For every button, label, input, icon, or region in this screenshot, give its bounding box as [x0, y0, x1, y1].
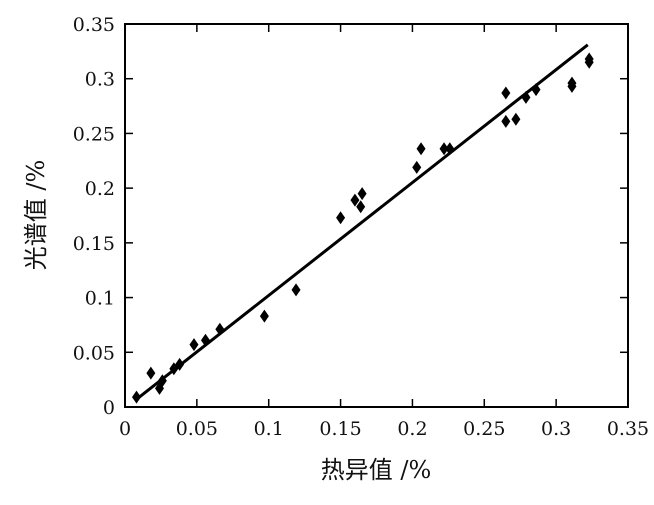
data-point: [501, 86, 511, 100]
data-points: [131, 52, 594, 404]
y-tick-label: 0.1: [85, 288, 115, 310]
data-point: [501, 114, 511, 128]
data-point: [521, 90, 531, 104]
x-tick-label: 0.3: [541, 418, 571, 440]
data-point: [131, 390, 141, 404]
data-point: [416, 142, 426, 156]
y-tick-label: 0.05: [73, 342, 115, 364]
data-point: [189, 338, 199, 352]
data-point: [357, 187, 367, 201]
plot-frame: [124, 23, 629, 408]
data-point: [291, 283, 301, 297]
data-point: [412, 160, 422, 174]
x-tick-label: 0.25: [463, 418, 505, 440]
data-point: [567, 79, 577, 93]
data-point: [445, 142, 455, 156]
x-tick-label: 0: [119, 418, 131, 440]
x-tick-labels: 0 0.05 0.1 0.15 0.2 0.25 0.3 0.35: [119, 418, 649, 440]
data-point: [356, 200, 366, 214]
data-point: [146, 366, 156, 380]
x-tick-label: 0.05: [176, 418, 218, 440]
data-point: [350, 193, 360, 207]
y-tick-label: 0.15: [73, 233, 115, 255]
data-point: [511, 112, 521, 126]
data-point: [157, 374, 167, 388]
y-axis-label: 光谱值 /%: [22, 160, 50, 271]
regression-line: [134, 43, 589, 402]
y-tick-label: 0.35: [73, 14, 115, 36]
data-point: [531, 83, 541, 97]
x-tick-label: 0.15: [319, 418, 361, 440]
data-point: [259, 309, 269, 323]
y-tick-label: 0.3: [85, 69, 115, 91]
x-tick-label: 0.2: [397, 418, 427, 440]
data-point: [336, 211, 346, 225]
y-tick-labels: 0 0.05 0.1 0.15 0.2 0.25 0.3 0.35: [73, 14, 115, 419]
x-axis-label: 热异值 /%: [321, 456, 432, 484]
data-point: [215, 322, 225, 336]
x-tick-label: 0.1: [254, 418, 284, 440]
y-tick-label: 0: [103, 397, 115, 419]
axis-ticks: [125, 24, 628, 407]
data-point: [584, 55, 594, 69]
data-point: [175, 357, 185, 371]
y-tick-label: 0.25: [73, 123, 115, 145]
data-point: [200, 333, 210, 347]
data-point: [439, 142, 449, 156]
x-tick-label: 0.35: [607, 418, 649, 440]
y-tick-label: 0.2: [85, 178, 115, 200]
